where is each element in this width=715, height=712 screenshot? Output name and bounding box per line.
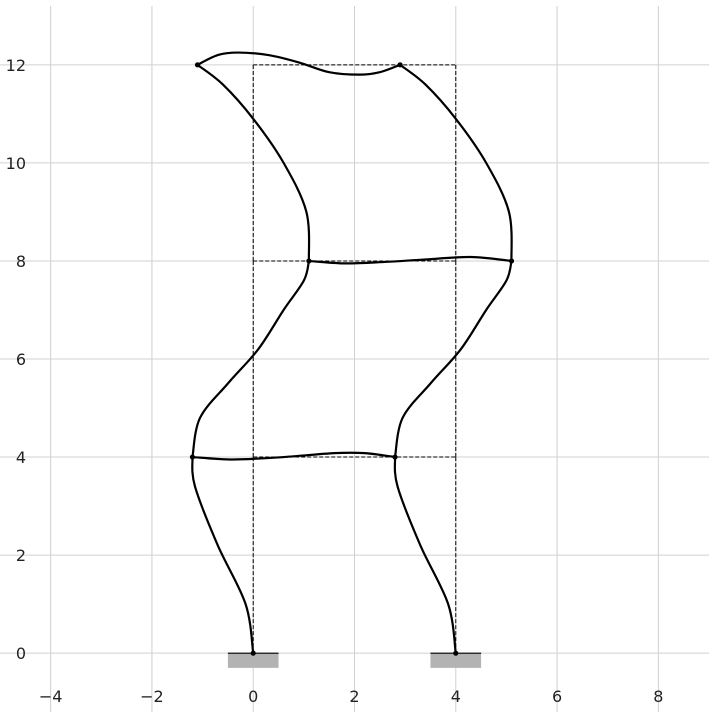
deformed-node — [397, 62, 403, 68]
y-tick-label: 0 — [16, 644, 26, 663]
deformed-member — [196, 51, 402, 76]
deformed-node — [453, 650, 459, 656]
deformed-member — [307, 255, 513, 265]
x-tick-label: 6 — [552, 687, 562, 706]
x-tick-label: −2 — [140, 687, 164, 706]
deformed-member — [398, 63, 513, 263]
y-tick-label: 4 — [16, 448, 26, 467]
support-block — [430, 653, 482, 668]
deformed-member — [196, 63, 311, 263]
y-tick-labels: 0 2 4 6 8 10 12 — [6, 56, 26, 663]
deformed-member — [191, 259, 311, 459]
deformed-node — [194, 62, 201, 68]
x-tick-label: 8 — [653, 687, 663, 706]
deformed-node — [250, 650, 256, 656]
deformed-node — [306, 258, 312, 264]
deformed-nodes — [189, 62, 515, 656]
support-block — [227, 653, 279, 668]
y-tick-label: 12 — [6, 56, 26, 75]
y-tick-label: 10 — [6, 154, 26, 173]
deformed-member — [393, 259, 513, 459]
deformed-member — [393, 455, 457, 655]
y-tick-label: 6 — [16, 350, 26, 369]
x-tick-labels: −4 −2 0 2 4 6 8 — [39, 687, 664, 706]
deformed-node — [392, 454, 398, 460]
x-tick-label: −4 — [39, 687, 63, 706]
deformed-member — [191, 451, 397, 461]
x-tick-label: 0 — [248, 687, 258, 706]
deformed-node — [508, 258, 515, 264]
deformed-member — [191, 455, 255, 655]
deformed-shape — [191, 51, 513, 655]
deformed-node — [189, 454, 196, 460]
x-tick-label: 4 — [451, 687, 461, 706]
horizontal-gridlines — [0, 64, 709, 654]
y-tick-label: 8 — [16, 252, 26, 271]
y-tick-label: 2 — [16, 546, 26, 565]
fixed-supports — [227, 652, 482, 668]
x-tick-label: 2 — [349, 687, 359, 706]
